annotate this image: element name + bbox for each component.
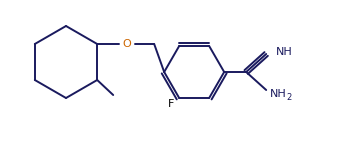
Text: O: O [123, 39, 131, 49]
Text: F: F [168, 99, 174, 109]
Text: NH: NH [276, 47, 293, 57]
Text: NH: NH [270, 89, 287, 99]
Text: 2: 2 [286, 93, 291, 102]
